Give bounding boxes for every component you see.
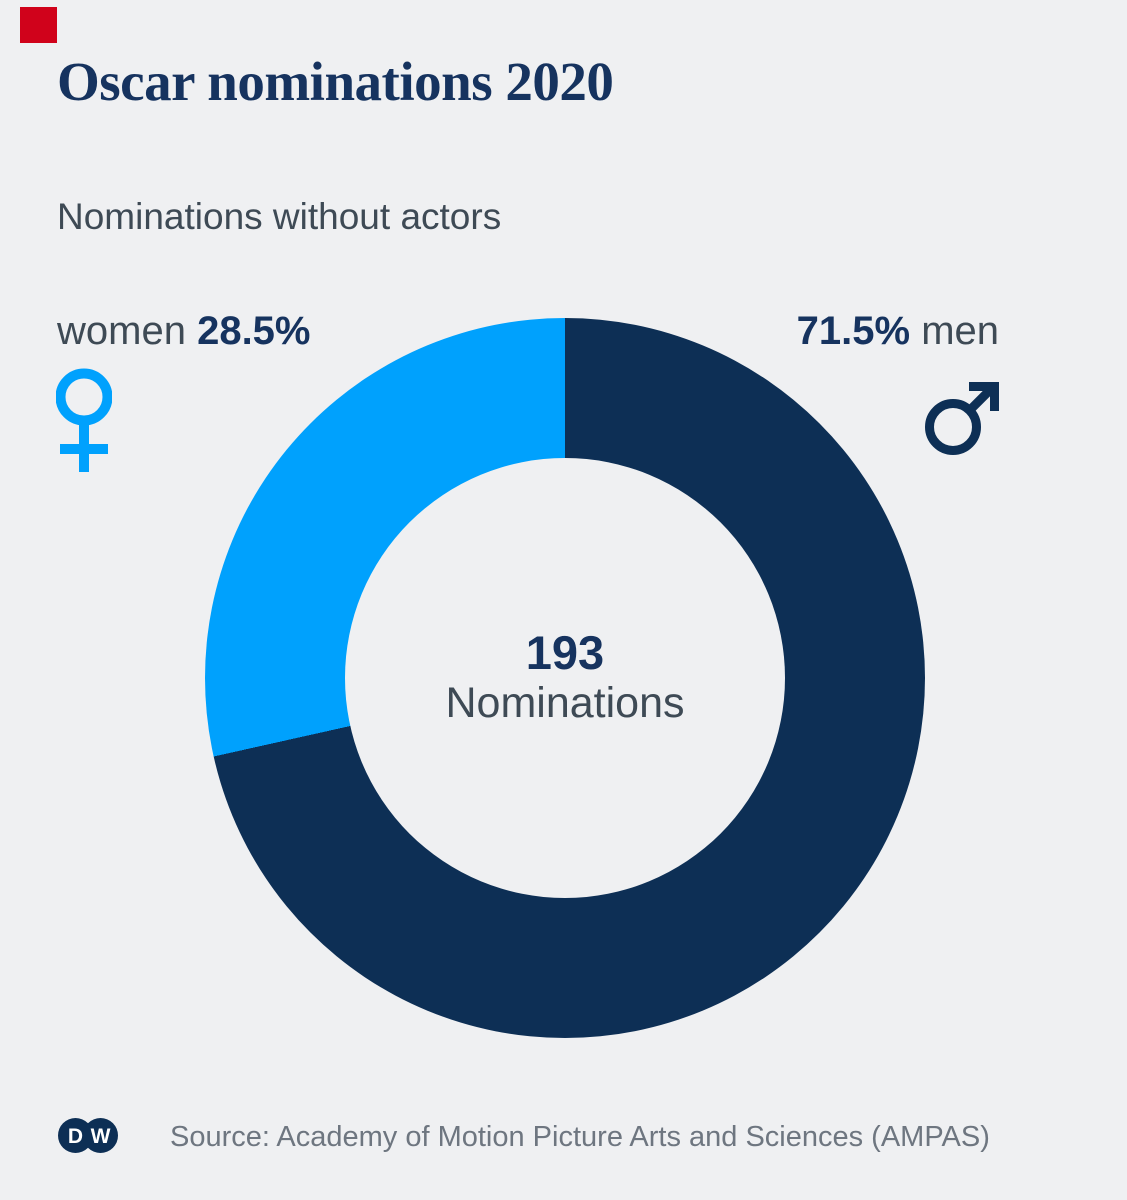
legend-men: 71.5% men bbox=[797, 309, 999, 354]
legend-men-label: men bbox=[921, 309, 999, 353]
legend-women-value: 28.5% bbox=[197, 309, 311, 353]
dw-logo-circle-w bbox=[83, 1118, 118, 1153]
legend-men-value: 71.5% bbox=[796, 309, 911, 353]
legend-spacer bbox=[186, 309, 197, 353]
accent-red-square bbox=[20, 7, 57, 43]
male-icon bbox=[925, 382, 999, 455]
source-attribution: Source: Academy of Motion Picture Arts a… bbox=[170, 1121, 990, 1153]
dw-logo-letter-d: D bbox=[68, 1125, 83, 1148]
dw-logo-circle-d bbox=[58, 1118, 93, 1153]
donut-center-label: Nominations bbox=[445, 679, 685, 728]
dw-logo-letter-w: W bbox=[91, 1125, 111, 1148]
chart-subtitle: Nominations without actors bbox=[57, 196, 502, 237]
female-icon bbox=[56, 368, 112, 472]
dw-logo: D W bbox=[58, 1118, 118, 1153]
legend-women-label: women bbox=[57, 309, 186, 353]
donut-chart: 193 Nominations bbox=[205, 318, 925, 1038]
legend-spacer bbox=[910, 309, 921, 353]
page-title: Oscar nominations 2020 bbox=[57, 51, 614, 112]
legend-women: women 28.5% bbox=[57, 309, 311, 354]
donut-center: 193 Nominations bbox=[345, 458, 785, 898]
donut-center-value: 193 bbox=[525, 626, 605, 680]
